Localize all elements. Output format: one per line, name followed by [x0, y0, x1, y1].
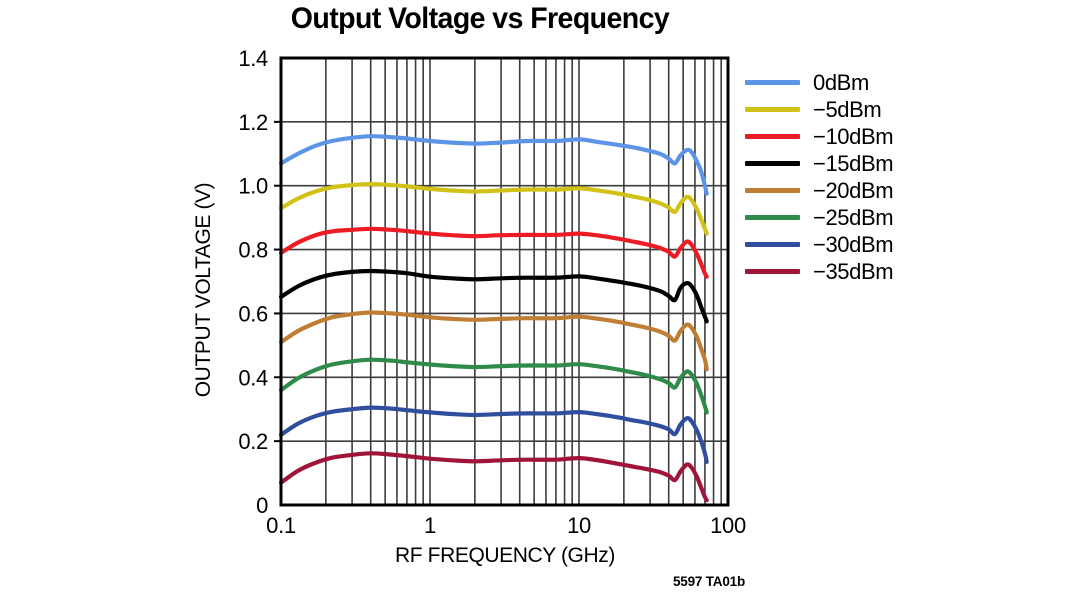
legend-label: 0dBm — [813, 69, 869, 95]
legend-swatch — [745, 107, 800, 112]
legend-item: 0dBm — [745, 69, 893, 96]
legend-label: −20dBm — [813, 177, 894, 203]
legend-item: −15dBm — [745, 150, 894, 177]
y-tick-label: 1.0 — [238, 174, 268, 199]
y-tick-label: 0.6 — [238, 301, 268, 326]
chart-title: Output Voltage vs Frequency — [290, 2, 670, 35]
series-curve-5dBm — [279, 182, 709, 236]
legend-swatch — [745, 215, 800, 220]
legend-label: −35dBm — [813, 258, 894, 284]
legend-swatch — [745, 161, 800, 166]
series-curve-10dBm — [279, 226, 709, 279]
legend-label: −30dBm — [813, 231, 894, 257]
y-tick-label: 0.8 — [238, 238, 268, 263]
legend-swatch — [745, 134, 800, 139]
x-tick-label: 0.1 — [266, 513, 296, 538]
legend-item: −25dBm — [745, 204, 894, 231]
series-curve-15dBm — [279, 268, 709, 324]
x-axis-title: RF FREQUENCY (GHz) — [395, 544, 615, 567]
legend-swatch — [745, 242, 800, 247]
y-tick-label: 1.4 — [238, 46, 268, 71]
y-tick-label: 0 — [256, 493, 268, 518]
plot-frame — [279, 56, 730, 507]
legend-label: −25dBm — [813, 204, 894, 230]
x-tick-label: 100 — [710, 513, 746, 538]
legend-swatch — [745, 80, 800, 85]
y-axis-title: OUTPUT VOLTAGE (V) — [192, 182, 215, 398]
legend-swatch — [745, 188, 800, 193]
figure-number: 5597 TA01b — [672, 574, 745, 589]
series-curve-0dBm — [279, 134, 709, 196]
legend-label: −10dBm — [813, 123, 894, 149]
y-tick-label: 0.4 — [238, 365, 268, 390]
x-tick-label: 10 — [567, 513, 591, 538]
legend-item: −5dBm — [745, 96, 893, 123]
series-curve-35dBm — [279, 451, 709, 503]
y-tick-label: 1.2 — [238, 110, 268, 135]
series-curve-30dBm — [279, 405, 709, 464]
y-tick-label: 0.2 — [238, 429, 268, 454]
legend-item: −35dBm — [745, 258, 894, 285]
series-curve-20dBm — [279, 310, 709, 372]
legend-label: −15dBm — [813, 150, 894, 176]
legend: 0dBm −5dBm −10dBm −15dBm −20dBm −25dBm −30dBm −… — [745, 69, 894, 285]
legend-swatch — [745, 269, 800, 274]
legend-item: −10dBm — [745, 123, 894, 150]
legend-item: −20dBm — [745, 177, 894, 204]
legend-label: −5dBm — [813, 96, 882, 122]
legend-item: −30dBm — [745, 231, 894, 258]
series-curve-25dBm — [279, 357, 709, 415]
x-tick-label: 1 — [424, 513, 436, 538]
